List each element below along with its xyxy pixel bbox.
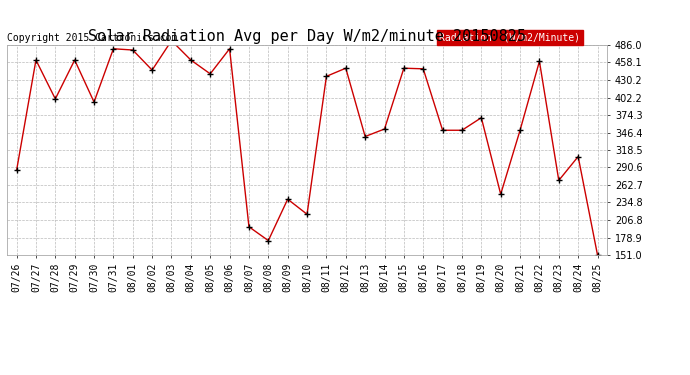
Title: Solar Radiation Avg per Day W/m2/minute 20150825: Solar Radiation Avg per Day W/m2/minute … [88, 29, 526, 44]
Text: Copyright 2015 Cartronics.com: Copyright 2015 Cartronics.com [7, 33, 177, 43]
Text: Radiation  (W/m2/Minute): Radiation (W/m2/Minute) [439, 33, 580, 43]
